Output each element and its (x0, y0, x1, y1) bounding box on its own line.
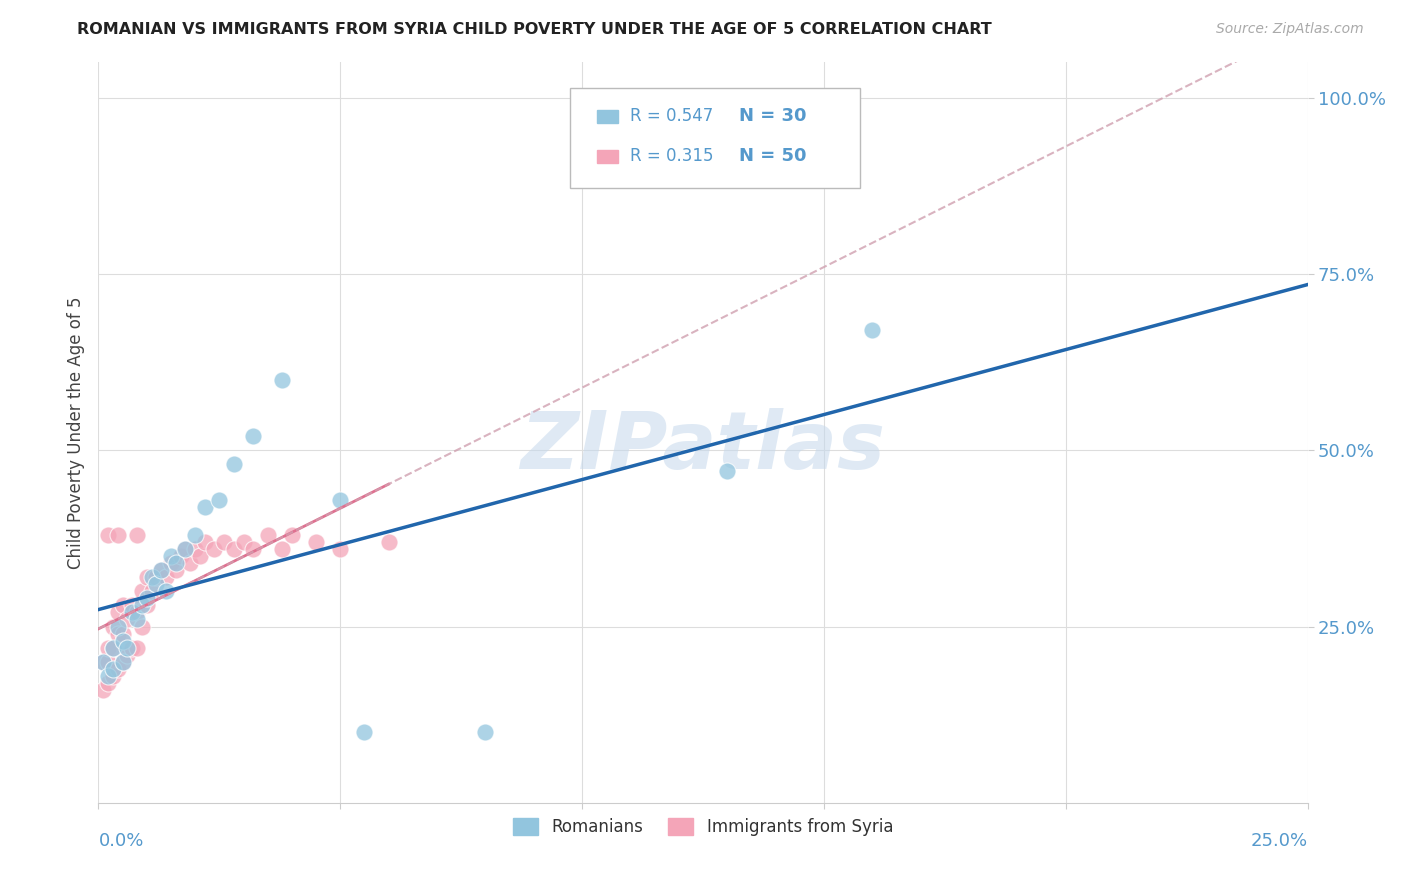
Point (121, 606, 143, 620)
Point (160, 549, 183, 563)
Point (194, 500, 217, 514)
Point (101, 669, 124, 683)
Point (155, 570, 177, 584)
Point (188, 549, 211, 563)
Point (107, 619, 129, 633)
Point (97, 676, 120, 690)
Point (232, 535, 254, 549)
Point (353, 725, 375, 739)
Point (97, 528, 120, 542)
Point (97, 655, 120, 669)
Point (101, 640, 124, 655)
Point (131, 619, 153, 633)
Point (222, 541, 245, 556)
Point (242, 429, 264, 443)
Point (160, 556, 183, 570)
Point (174, 541, 197, 556)
Point (150, 563, 173, 577)
Point (194, 535, 217, 549)
Point (135, 591, 157, 606)
Point (271, 373, 294, 387)
Point (127, 528, 149, 542)
Point (242, 541, 264, 556)
Point (121, 599, 143, 613)
Point (169, 549, 191, 563)
Point (127, 640, 149, 655)
Point (131, 599, 153, 613)
Point (91, 655, 114, 669)
Point (256, 528, 278, 542)
Point (101, 619, 124, 633)
Point (184, 528, 207, 542)
Point (127, 606, 149, 620)
Point (97, 640, 120, 655)
Point (135, 570, 157, 584)
Point (131, 584, 153, 599)
Point (179, 556, 201, 570)
Point (174, 541, 197, 556)
Point (111, 599, 134, 613)
Point (145, 577, 167, 591)
Point (165, 556, 187, 570)
Text: N = 50: N = 50 (740, 147, 807, 165)
Point (107, 606, 129, 620)
Point (150, 563, 173, 577)
Point (305, 535, 328, 549)
Point (91, 683, 114, 698)
Point (212, 535, 235, 549)
Point (111, 626, 134, 640)
Text: R = 0.547: R = 0.547 (630, 108, 714, 126)
Point (107, 662, 129, 676)
Point (204, 541, 226, 556)
Point (377, 535, 399, 549)
Point (117, 648, 139, 662)
Point (107, 528, 129, 542)
Point (155, 584, 177, 599)
Point (117, 612, 139, 626)
Point (111, 655, 134, 669)
Text: Source: ZipAtlas.com: Source: ZipAtlas.com (1216, 22, 1364, 37)
Text: 0.0%: 0.0% (98, 832, 143, 850)
Point (165, 563, 187, 577)
Text: ZIPatlas: ZIPatlas (520, 409, 886, 486)
Point (184, 541, 207, 556)
Point (474, 725, 496, 739)
Point (145, 570, 167, 584)
Point (121, 640, 143, 655)
Point (141, 584, 163, 599)
Point (135, 599, 157, 613)
Point (97, 669, 120, 683)
Bar (596, 150, 619, 163)
Point (208, 492, 231, 507)
Point (141, 570, 163, 584)
Legend: Romanians, Immigrants from Syria: Romanians, Immigrants from Syria (506, 811, 900, 843)
Point (101, 662, 124, 676)
Point (860, 323, 883, 337)
Point (91, 655, 114, 669)
Text: N = 30: N = 30 (740, 108, 807, 126)
Y-axis label: Child Poverty Under the Age of 5: Child Poverty Under the Age of 5 (66, 296, 84, 569)
FancyBboxPatch shape (569, 88, 860, 188)
Point (222, 458, 245, 472)
Text: 25.0%: 25.0% (1250, 832, 1308, 850)
Point (329, 492, 352, 507)
Point (101, 640, 124, 655)
Point (716, 464, 738, 478)
Text: R = 0.315: R = 0.315 (630, 147, 714, 165)
Point (271, 541, 294, 556)
Point (111, 633, 134, 648)
Point (281, 528, 304, 542)
Point (111, 655, 134, 669)
Bar (596, 110, 619, 123)
Point (127, 612, 149, 626)
Point (107, 626, 129, 640)
Text: ROMANIAN VS IMMIGRANTS FROM SYRIA CHILD POVERTY UNDER THE AGE OF 5 CORRELATION C: ROMANIAN VS IMMIGRANTS FROM SYRIA CHILD … (77, 22, 993, 37)
Point (117, 640, 139, 655)
Point (329, 541, 352, 556)
